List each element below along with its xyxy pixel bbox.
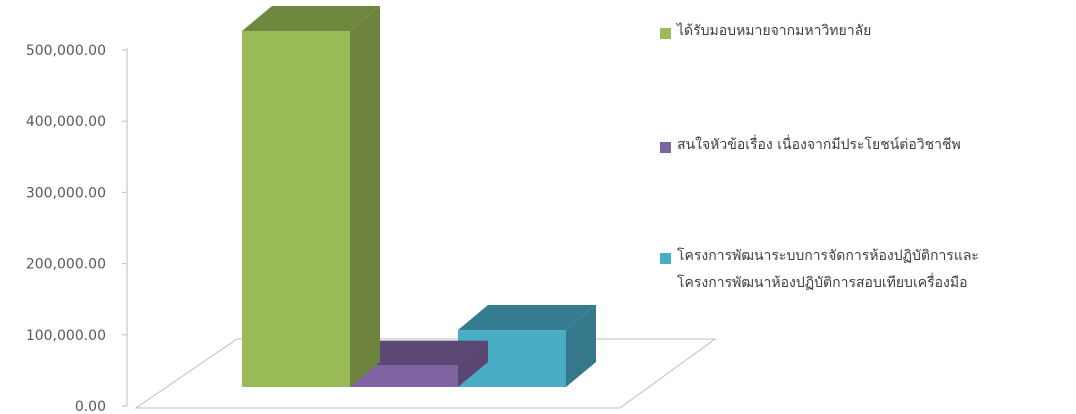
legend-label-line: โครงการพัฒนาระบบการจัดการห้องปฏิบัติการแ… [677,248,979,264]
bars [242,6,596,387]
y-tick-label: 100,000.00 [26,328,106,344]
legend-label-line: สนใจหัวข้อเรื่อง เนื่องจากมีประโยชน์ต่อว… [677,137,961,153]
bar-1 [242,6,380,387]
legend-label-line: ได้รับมอบหมายจากมหาวิทยาลัย [677,23,872,39]
legend-label: โครงการพัฒนาระบบการจัดการห้องปฏิบัติการแ… [677,243,979,297]
legend-label-line: โครงการพัฒนาห้องปฏิบัติการสอบเทียบเครื่อ… [677,275,968,291]
legend-swatch [660,142,671,153]
bar-side-face [350,6,380,387]
y-tick-label: 400,000.00 [26,114,106,130]
bar-side-face [458,340,488,387]
legend-item: โครงการพัฒนาระบบการจัดการห้องปฏิบัติการแ… [660,247,979,297]
legend-item: ได้รับมอบหมายจากมหาวิทยาลัย [660,22,871,45]
bar-top-face [350,340,488,366]
bar-3 [458,305,596,387]
bar-front-face [350,365,458,387]
legend-item: สนใจหัวข้อเรื่อง เนื่องจากมีประโยชน์ต่อว… [660,136,961,159]
legend-label: สนใจหัวข้อเรื่อง เนื่องจากมีประโยชน์ต่อว… [677,132,961,159]
y-axis: 0.00 100,000.00 200,000.00 300,000.00 400,00… [26,43,128,414]
legend-swatch [660,28,671,39]
bar-2 [350,340,488,387]
bar-top-face [458,305,596,331]
legend: ได้รับมอบหมายจากมหาวิทยาลัยสนใจหัวข้อเรื… [660,0,1070,414]
bar-side-face [566,305,596,387]
y-tick-label: 200,000.00 [26,257,106,273]
bar-front-face [242,31,350,387]
y-tick-label: 300,000.00 [26,185,106,201]
bar-top-face [242,6,380,31]
legend-label: ได้รับมอบหมายจากมหาวิทยาลัย [677,18,871,45]
y-tick-label: 0.00 [75,399,106,414]
y-tick-label: 500,000.00 [26,43,106,59]
legend-swatch [660,253,671,264]
